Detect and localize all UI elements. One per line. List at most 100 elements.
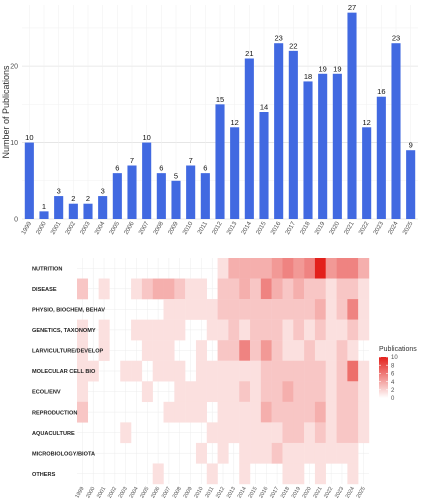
heatmap-cell [293, 442, 305, 464]
heatmap-column-label: 2015 [247, 486, 258, 499]
heatmap-column-label: 2016 [258, 486, 269, 499]
legend-tick-label: 6 [391, 372, 395, 378]
heatmap-cell [77, 278, 89, 300]
bar [68, 203, 78, 219]
heatmap-cell [347, 258, 359, 279]
heatmap-cell [217, 340, 229, 361]
heatmap-cell [314, 278, 326, 300]
heatmap-cell [250, 442, 262, 464]
heatmap-cell [314, 442, 326, 464]
heatmap-cell [228, 319, 240, 341]
heatmap-cell [120, 422, 132, 444]
heatmap-cell [304, 319, 316, 341]
heatmap-cell [260, 401, 272, 423]
heatmap-cell [206, 360, 218, 382]
bar-y-ticks: 0 10 20 [10, 64, 18, 224]
heatmap-column-label: 2025 [356, 486, 367, 499]
heatmap-cell [325, 278, 337, 300]
heatmap-cell [228, 258, 240, 279]
heatmap-cell [325, 442, 337, 464]
heatmap-cell [304, 442, 316, 464]
bar [112, 173, 122, 219]
heatmap-cell [358, 278, 370, 300]
heatmap-cell [293, 422, 305, 444]
bar-value-label: 12 [362, 118, 370, 127]
heatmap-column-label: 2023 [334, 486, 345, 499]
heatmap-column-label: 2009 [183, 486, 194, 499]
bar [347, 12, 357, 220]
heatmap-cell [347, 340, 359, 361]
heatmap-cell [206, 299, 218, 320]
bar [200, 173, 210, 219]
heatmap-cells [77, 258, 370, 485]
bar [39, 211, 49, 219]
heatmap-cell [152, 463, 164, 485]
heatmap-column-label: 2002 [107, 486, 118, 499]
heatmap-cell [174, 381, 186, 403]
heatmap-cell [271, 278, 283, 300]
heatmap-cell [217, 360, 229, 382]
heatmap-cell [336, 258, 348, 279]
heatmap-cell [195, 442, 207, 464]
heatmap-cell [347, 299, 359, 320]
heatmap-cell [77, 381, 89, 403]
heatmap-row-label: AQUACULTURE [32, 431, 75, 437]
bar-value-label: 6 [115, 164, 119, 173]
heatmap-cell [304, 360, 316, 382]
bar [171, 180, 181, 219]
heatmap-cell [174, 360, 186, 382]
heatmap-cell [228, 381, 240, 403]
heatmap-column-label: 2011 [204, 486, 215, 499]
bar-x-tick-label: 2003 [79, 220, 92, 236]
bar-x-tick-label: 2008 [152, 220, 165, 236]
heatmap-cell [314, 381, 326, 403]
heatmap-cell [228, 340, 240, 361]
heatmap-cell [325, 258, 337, 279]
heatmap-cell [195, 401, 207, 423]
bar-x-tick-label: 1999 [20, 220, 33, 236]
heatmap-cell [250, 401, 262, 423]
bar [376, 96, 386, 219]
bar-value-label: 19 [318, 64, 326, 73]
heatmap-cell [293, 258, 305, 279]
heatmap-cell [260, 360, 272, 382]
heatmap-column-label: 2020 [302, 486, 313, 499]
heatmap-cell [271, 381, 283, 403]
heatmap-cell [282, 299, 294, 320]
heatmap-cell [250, 319, 262, 341]
legend-colorbar [379, 357, 388, 398]
heatmap-cell [217, 299, 229, 320]
heatmap-cell [347, 463, 359, 485]
heatmap-row-labels: NUTRITION DISEASE PHYSIO, BIOCHEM, BEHAV GE… [32, 266, 105, 477]
bar-x-tick-label: 2011 [196, 220, 209, 236]
heatmap-cell [195, 278, 207, 300]
heatmap-cell [336, 401, 348, 423]
heatmap-cell [98, 319, 110, 341]
heatmap-cell [314, 401, 326, 423]
heatmap-cell [141, 319, 153, 341]
heatmap-cell [195, 299, 207, 320]
heatmap-cell [336, 360, 348, 382]
heatmap-row-label: NUTRITION [32, 266, 62, 272]
heatmap-cell [217, 442, 229, 464]
heatmap-row-label: PHYSIO, BIOCHEM, BEHAV [32, 308, 105, 314]
heatmap-cell [260, 258, 272, 279]
heatmap-cell [314, 360, 326, 382]
heatmap-cell [195, 360, 207, 382]
heatmap-cell [282, 360, 294, 382]
heatmap-cell [239, 360, 251, 382]
heatmap-cell [77, 401, 89, 423]
bar-value-label: 22 [289, 41, 297, 50]
bar-x-tick-label: 2014 [240, 220, 253, 236]
heatmap-cell [250, 422, 262, 444]
heatmap-cell [98, 278, 110, 300]
heatmap-cell [358, 401, 370, 423]
heatmap-cell [304, 381, 316, 403]
heatmap-cell [131, 278, 143, 300]
bar-value-label: 12 [230, 118, 238, 127]
heatmap-cell [336, 340, 348, 361]
bar-value-label: 23 [274, 34, 282, 43]
heatmap-cell [271, 401, 283, 423]
